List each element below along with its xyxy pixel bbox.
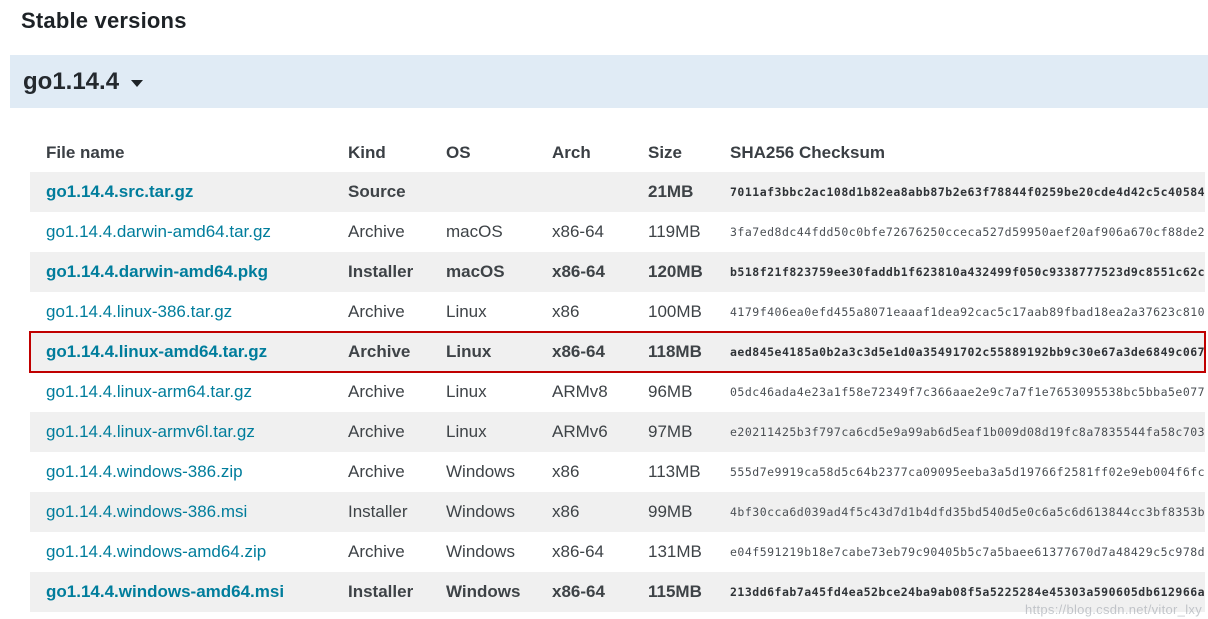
file-link[interactable]: go1.14.4.darwin-amd64.tar.gz [46,222,271,241]
page-title: Stable versions [21,8,187,33]
sha256-cell: e20211425b3f797ca6cd5e9a99ab6d5eaf1b009d… [730,425,1205,439]
sha256-cell: e04f591219b18e7cabe73eb79c90405b5c7a5bae… [730,545,1205,559]
sha256-cell: 4179f406ea0efd455a8071eaaaf1dea92cac5c17… [730,305,1205,319]
size-cell: 113MB [648,462,701,481]
table-row: go1.14.4.darwin-amd64.pkg Installer macOS x… [30,252,1205,292]
file-cell: go1.14.4.linux-386.tar.gz [46,302,348,322]
column-header-size: Size [648,143,683,162]
kind-cell: Installer [348,502,408,521]
table-row: go1.14.4.darwin-amd64.tar.gz Archive macOS… [30,212,1205,252]
os-cell: Linux [446,422,487,441]
os-cell: macOS [446,222,503,241]
arch-cell: x86 [552,302,580,321]
arch-cell: x86-64 [552,542,604,561]
table-row: go1.14.4.linux-386.tar.gz Archive Linux x86… [30,292,1205,332]
file-link[interactable]: go1.14.4.src.tar.gz [46,182,194,201]
table-row: go1.14.4.linux-armv6l.tar.gz Archive Linux… [30,412,1205,452]
size-cell: 96MB [648,382,693,401]
table-row: go1.14.4.linux-arm64.tar.gz Archive Linux A… [30,372,1205,412]
size-cell: 115MB [648,582,702,601]
file-cell: go1.14.4.src.tar.gz [46,182,348,202]
table-row: go1.14.4.windows-386.zip Archive Windows x8… [30,452,1205,492]
arch-cell: ARMv6 [552,422,608,441]
file-cell: go1.14.4.linux-armv6l.tar.gz [46,422,348,442]
column-header-filename: File name [46,143,125,162]
sha256-cell: aed845e4185a0b2a3c3d5e1d0a35491702c55889… [730,345,1205,359]
file-link[interactable]: go1.14.4.windows-386.zip [46,462,243,481]
table-row: go1.14.4.src.tar.gz Source 21MB 7011af3bbc2… [30,172,1205,212]
kind-cell: Archive [348,542,405,561]
table-row: go1.14.4.windows-386.msi Installer Windows… [30,492,1205,532]
file-cell: go1.14.4.windows-amd64.zip [46,542,348,562]
os-cell: Windows [446,502,515,521]
size-cell: 131MB [648,542,702,561]
version-selector[interactable]: go1.14.4 [10,55,1208,108]
file-link[interactable]: go1.14.4.linux-386.tar.gz [46,302,233,321]
table-row: go1.14.4.windows-amd64.msi Installer Windo… [30,572,1205,612]
table-row-highlighted: go1.14.4.linux-amd64.tar.gz Archive Linux x… [29,331,1206,373]
column-header-kind: Kind [348,143,386,162]
kind-cell: Source [348,182,406,201]
size-cell: 99MB [648,502,693,521]
os-cell: macOS [446,262,505,281]
arch-cell: x86-64 [552,222,604,241]
sha256-cell: 555d7e9919ca58d5c64b2377ca09095eeba3a5d1… [730,465,1205,479]
size-cell: 119MB [648,222,701,241]
file-cell: go1.14.4.windows-386.msi [46,502,348,522]
kind-cell: Archive [348,222,405,241]
table-body: go1.14.4.src.tar.gz Source 21MB 7011af3bbc2… [29,172,1206,612]
column-header-arch: Arch [552,143,591,162]
arch-cell: x86-64 [552,582,605,601]
arch-cell: x86 [552,462,580,481]
file-link[interactable]: go1.14.4.linux-amd64.tar.gz [46,342,268,361]
size-cell: 100MB [648,302,702,321]
downloads-table: File name Kind OS Arch Size SHA256 Check… [29,134,1206,612]
arch-cell: ARMv8 [552,382,608,401]
file-cell: go1.14.4.linux-amd64.tar.gz [46,342,348,362]
file-link[interactable]: go1.14.4.linux-arm64.tar.gz [46,382,253,401]
sha256-cell: 05dc46ada4e23a1f58e72349f7c366aae2e9c7a7… [730,385,1205,399]
file-link[interactable]: go1.14.4.linux-armv6l.tar.gz [46,422,255,441]
size-cell: 118MB [648,342,702,361]
chevron-down-icon[interactable] [131,80,144,87]
file-cell: go1.14.4.windows-amd64.msi [46,582,348,602]
file-cell: go1.14.4.linux-arm64.tar.gz [46,382,348,402]
file-link[interactable]: go1.14.4.darwin-amd64.pkg [46,262,269,281]
size-cell: 21MB [648,182,694,201]
size-cell: 120MB [648,262,703,281]
arch-cell: x86-64 [552,262,605,281]
kind-cell: Archive [348,462,405,481]
os-cell: Windows [446,582,521,601]
os-cell: Linux [446,382,487,401]
arch-cell: x86 [552,502,580,521]
file-link[interactable]: go1.14.4.windows-386.msi [46,502,248,521]
arch-cell: x86-64 [552,342,605,361]
file-cell: go1.14.4.windows-386.zip [46,462,348,482]
kind-cell: Archive [348,422,405,441]
column-header-sha256: SHA256 Checksum [730,143,885,162]
kind-cell: Archive [348,382,405,401]
column-header-os: OS [446,143,471,162]
kind-cell: Archive [348,342,411,361]
table-row: go1.14.4.windows-amd64.zip Archive Windows… [30,532,1205,572]
kind-cell: Installer [348,582,414,601]
file-cell: go1.14.4.darwin-amd64.pkg [46,262,348,282]
kind-cell: Installer [348,262,414,281]
os-cell: Windows [446,542,515,561]
os-cell: Windows [446,462,515,481]
sha256-cell: b518f21f823759ee30faddb1f623810a432499f0… [730,265,1205,279]
sha256-cell: 3fa7ed8dc44fdd50c0bfe72676250cceca527d59… [730,225,1205,239]
os-cell: Linux [446,342,492,361]
sha256-cell: 7011af3bbc2ac108d1b82ea8abb87b2e63f78844… [730,185,1205,199]
version-selector-label: go1.14.4 [23,67,120,95]
size-cell: 97MB [648,422,693,441]
sha256-cell: 4bf30cca6d039ad4f5c43d7d1b4dfd35bd540d5e… [730,505,1205,519]
os-cell: Linux [446,302,487,321]
table-header-row: File name Kind OS Arch Size SHA256 Check… [30,134,1205,172]
file-cell: go1.14.4.darwin-amd64.tar.gz [46,222,348,242]
file-link[interactable]: go1.14.4.windows-amd64.zip [46,542,267,561]
sha256-cell: 213dd6fab7a45fd4ea52bce24ba9ab08f5a52252… [730,585,1205,599]
file-link[interactable]: go1.14.4.windows-amd64.msi [46,582,285,601]
kind-cell: Archive [348,302,405,321]
